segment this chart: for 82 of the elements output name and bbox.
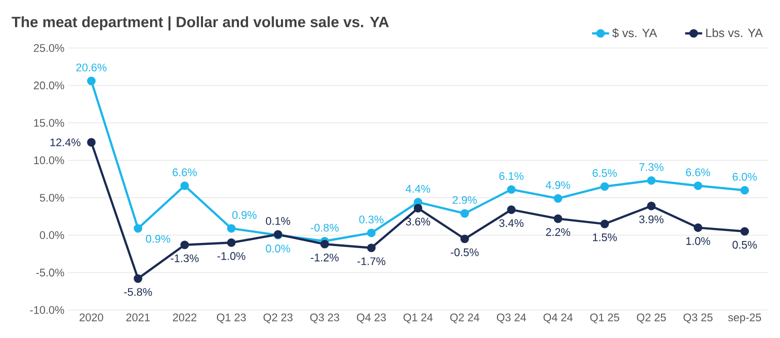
data-label: 2.9% xyxy=(452,196,477,204)
data-label: 12.4% xyxy=(50,138,80,146)
data-label: 1.0% xyxy=(686,237,710,245)
data-label: 3.6% xyxy=(406,218,430,226)
point xyxy=(180,240,189,250)
data-label: 0.9% xyxy=(232,211,257,219)
point xyxy=(134,224,142,233)
y-tick-label: 0.0% xyxy=(40,231,64,240)
y-tick-label: 15.0% xyxy=(34,118,64,127)
point xyxy=(740,227,749,236)
data-label: 0.0% xyxy=(266,244,290,252)
data-label: 3.4% xyxy=(499,219,524,227)
point xyxy=(134,274,142,283)
data-label: -1.0% xyxy=(217,252,246,260)
data-label: -1.7% xyxy=(357,257,386,266)
x-tick-label: sep-25 xyxy=(728,314,762,324)
point xyxy=(600,182,609,191)
data-label: 0.5% xyxy=(732,240,757,249)
point xyxy=(600,220,609,228)
x-tick-label: 2020 xyxy=(80,314,104,322)
point xyxy=(320,240,329,248)
x-tick-label: Q3 23 xyxy=(310,314,340,324)
x-tick-label: Q4 23 xyxy=(356,314,386,324)
legend-label: $ vs. YA xyxy=(612,28,658,38)
data-label: -1.3% xyxy=(170,254,199,262)
x-tick-label: Q2 23 xyxy=(264,314,292,324)
x-tick-label: Q1 25 xyxy=(590,314,620,324)
point xyxy=(227,238,236,247)
data-label: 4.9% xyxy=(546,181,570,189)
x-tick-label: Q4 24 xyxy=(544,314,573,324)
data-label: 4.4% xyxy=(406,184,430,193)
data-label: 6.6% xyxy=(172,168,197,176)
point xyxy=(87,138,96,147)
point xyxy=(414,204,422,212)
data-label: -0.5% xyxy=(450,248,479,256)
point xyxy=(507,205,516,214)
point xyxy=(554,194,562,203)
point xyxy=(554,214,562,223)
data-label: 0.1% xyxy=(266,217,290,225)
data-label: 7.3% xyxy=(639,163,664,171)
x-tick-label: Q1 24 xyxy=(404,314,433,324)
data-label: 3.9% xyxy=(639,215,664,224)
x-tick-label: Q2 24 xyxy=(450,314,480,324)
point xyxy=(507,185,516,194)
data-label: -1.2% xyxy=(310,254,339,262)
point xyxy=(87,76,96,86)
point xyxy=(460,209,469,218)
legend-label: Lbs vs. YA xyxy=(706,28,763,38)
point xyxy=(694,181,702,190)
y-tick-label: -5.0% xyxy=(36,268,64,276)
y-tick-label: 10.0% xyxy=(34,156,64,164)
x-tick-label: 2021 xyxy=(126,314,150,322)
data-label: -5.8% xyxy=(124,288,152,296)
data-label: 1.5% xyxy=(592,233,617,242)
data-label: 6.0% xyxy=(732,172,757,181)
data-label: 2.2% xyxy=(546,228,570,236)
y-tick-label: -10.0% xyxy=(30,306,64,314)
point xyxy=(180,181,189,190)
x-tick-label: Q3 25 xyxy=(684,314,713,324)
x-tick-label: 2022 xyxy=(172,314,196,322)
data-label: 0.3% xyxy=(359,216,384,224)
chart-title: The meat department | Dollar and volume sale vs. YA xyxy=(12,16,389,30)
data-label: 6.6% xyxy=(686,168,710,176)
y-tick-label: 20.0% xyxy=(34,82,64,90)
point xyxy=(367,244,376,252)
point xyxy=(460,234,469,244)
data-label: 0.9% xyxy=(146,234,170,243)
x-tick-label: Q1 23 xyxy=(216,314,246,324)
point xyxy=(647,202,656,210)
point xyxy=(740,186,749,195)
data-label: 20.6% xyxy=(76,64,107,72)
point xyxy=(227,224,236,233)
data-label: -0.8% xyxy=(310,224,339,232)
x-tick-label: Q2 25 xyxy=(636,314,666,324)
data-label: 6.5% xyxy=(592,169,617,177)
y-tick-label: 25.0% xyxy=(34,44,64,52)
data-label: 6.1% xyxy=(499,172,524,180)
x-tick-label: Q3 24 xyxy=(496,314,526,324)
point xyxy=(367,228,376,238)
point xyxy=(647,176,656,185)
point xyxy=(694,223,702,232)
y-tick-label: 5.0% xyxy=(40,194,64,202)
